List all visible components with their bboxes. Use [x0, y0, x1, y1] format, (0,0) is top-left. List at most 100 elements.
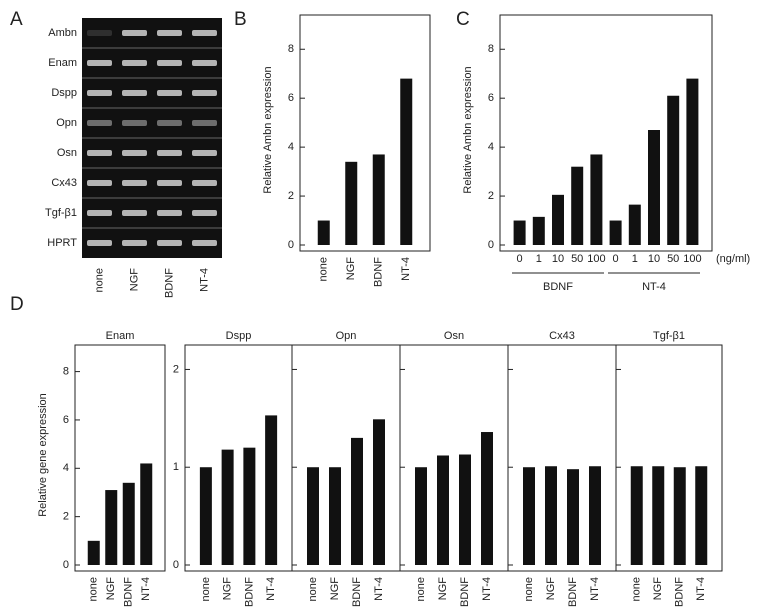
- bar: [481, 432, 493, 565]
- bar: [629, 205, 641, 245]
- bar: [243, 448, 255, 565]
- panel-letter: A: [10, 9, 23, 30]
- y-axis-label: Relative gene expression: [37, 393, 49, 517]
- gel-band: [157, 60, 182, 66]
- y-tick-label: 6: [63, 414, 69, 426]
- gel-band: [122, 120, 147, 126]
- panel-letter: C: [456, 9, 470, 30]
- bar: [533, 217, 545, 245]
- x-tick-label: NT-4: [481, 577, 493, 601]
- y-tick-label: 0: [488, 239, 494, 251]
- bar: [123, 483, 135, 565]
- gel-row-label: Tgf-β1: [45, 207, 77, 219]
- bar: [400, 79, 412, 245]
- y-axis-label: Relative Ambn expression: [262, 66, 274, 193]
- unit-label: (ng/ml): [716, 253, 750, 265]
- y-tick-label: 2: [288, 190, 294, 202]
- x-tick-label: NGF: [222, 577, 234, 601]
- x-tick-label: NT-4: [695, 577, 707, 601]
- bar: [652, 466, 664, 565]
- bar: [631, 466, 643, 565]
- bar: [329, 467, 341, 565]
- x-tick-label: NGF: [652, 577, 664, 601]
- bar: [667, 96, 679, 245]
- bar: [318, 221, 330, 245]
- gel-band: [192, 120, 217, 126]
- panel-title: Enam: [106, 330, 135, 342]
- gel-band: [157, 180, 182, 186]
- x-tick-label: NGF: [345, 257, 357, 281]
- bar: [88, 541, 100, 565]
- y-axis-label: Relative Ambn expression: [462, 66, 474, 193]
- y-tick-label: 6: [288, 92, 294, 104]
- gel-band: [122, 90, 147, 96]
- gel-band: [157, 210, 182, 216]
- gel-band: [87, 30, 112, 36]
- gel-row-label: Cx43: [51, 177, 77, 189]
- y-tick-label: 4: [488, 141, 494, 153]
- x-tick-label: BDNF: [373, 257, 385, 287]
- lane-label: NT-4: [198, 268, 210, 292]
- gel-band: [157, 240, 182, 246]
- x-tick-label: 0: [517, 253, 523, 265]
- y-tick-label: 1: [173, 461, 179, 473]
- group-label: BDNF: [543, 281, 573, 293]
- x-tick-label: 50: [571, 253, 583, 265]
- y-tick-label: 0: [288, 239, 294, 251]
- x-tick-label: 100: [587, 253, 605, 265]
- gel-band: [122, 180, 147, 186]
- bar: [415, 467, 427, 565]
- panel-title: Tgf-β1: [653, 330, 685, 342]
- x-tick-label: NGF: [105, 577, 117, 601]
- panel-title: Dspp: [226, 330, 252, 342]
- bar: [345, 162, 357, 245]
- bar: [674, 467, 686, 565]
- gel-band: [87, 210, 112, 216]
- gel-row-label: Enam: [48, 57, 77, 69]
- x-tick-label: none: [415, 577, 427, 601]
- x-tick-label: 1: [632, 253, 638, 265]
- y-tick-label: 8: [488, 43, 494, 55]
- gel-band: [192, 30, 217, 36]
- y-tick-label: 2: [488, 190, 494, 202]
- y-tick-label: 8: [288, 43, 294, 55]
- x-tick-label: NGF: [329, 577, 341, 601]
- bar: [437, 455, 449, 565]
- gel-band: [122, 60, 147, 66]
- panel-title: Opn: [336, 330, 357, 342]
- y-tick-label: 0: [173, 559, 179, 571]
- group-label: NT-4: [642, 281, 666, 293]
- bar: [686, 79, 698, 245]
- x-tick-label: BDNF: [123, 577, 135, 607]
- x-tick-label: 0: [613, 253, 619, 265]
- bar: [351, 438, 363, 565]
- gel-band: [87, 120, 112, 126]
- panel-title: Cx43: [549, 330, 575, 342]
- x-tick-label: NT-4: [140, 577, 152, 601]
- panel-letter: D: [10, 294, 24, 315]
- gel-row-label: HPRT: [47, 237, 77, 249]
- y-tick-label: 8: [63, 365, 69, 377]
- gel-band: [192, 240, 217, 246]
- gel-band: [157, 120, 182, 126]
- gel-band: [192, 90, 217, 96]
- x-tick-label: BDNF: [567, 577, 579, 607]
- gel-band: [192, 60, 217, 66]
- gel-band: [122, 240, 147, 246]
- gel-band: [192, 180, 217, 186]
- gel-band: [87, 150, 112, 156]
- bar: [514, 221, 526, 245]
- lane-label: BDNF: [163, 268, 175, 298]
- bar: [373, 419, 385, 565]
- gel-row-label: Opn: [56, 117, 77, 129]
- x-tick-label: NT-4: [373, 577, 385, 601]
- x-tick-label: NGF: [545, 577, 557, 601]
- panel-title: Osn: [444, 330, 464, 342]
- gel-band: [157, 90, 182, 96]
- bar: [523, 467, 535, 565]
- gel-band: [157, 150, 182, 156]
- y-tick-label: 4: [63, 462, 69, 474]
- y-tick-label: 0: [63, 559, 69, 571]
- x-tick-label: 1: [536, 253, 542, 265]
- gel-band: [87, 60, 112, 66]
